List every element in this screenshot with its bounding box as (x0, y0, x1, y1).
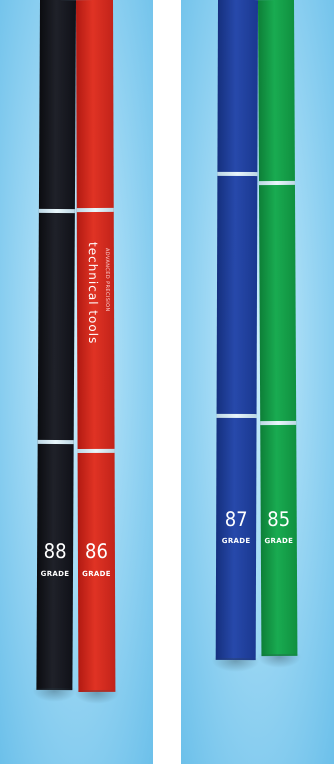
red-pencil: technical tools ADVANCED PRECISION 86 GR… (74, 0, 120, 705)
pencil-notch (38, 208, 75, 214)
red-pencil-grade-label: GRADE (82, 569, 111, 579)
red-pencil-brand-text: technical tools (85, 241, 101, 345)
green-pencil-grade-label: GRADE (264, 536, 294, 546)
pencil-notch (77, 448, 115, 454)
pencil-shadow (32, 687, 77, 703)
green-pencil-body (258, 0, 298, 657)
red-pencil-brand-subtext: ADVANCED PRECISION (103, 247, 111, 312)
black-pencil-number: 88 (43, 538, 67, 564)
black-pencil-body (36, 0, 76, 691)
blue-pencil: 87 GRADE (211, 0, 260, 673)
pencil-notch (260, 420, 297, 426)
blue-pencil-grade-label: GRADE (221, 536, 251, 546)
pencil-notch (37, 439, 74, 445)
blue-pencil-number: 87 (224, 506, 248, 532)
pencil-notch (76, 207, 114, 213)
pencil-notch (217, 171, 258, 177)
red-pencil-body (76, 0, 116, 693)
black-pencil-grade-label: GRADE (40, 569, 70, 579)
green-pencil-number: 85 (267, 506, 291, 532)
blue-pencil-body (215, 0, 258, 661)
pencil-notch (258, 180, 295, 186)
pencil-notch (216, 413, 257, 419)
green-pencil: 85 GRADE (257, 0, 302, 669)
black-pencil: 88 GRADE (32, 0, 77, 703)
red-pencil-number: 86 (84, 538, 108, 564)
pencil-shadow (74, 689, 120, 705)
pencil-shadow (257, 653, 302, 669)
pencil-shadow (211, 657, 260, 673)
